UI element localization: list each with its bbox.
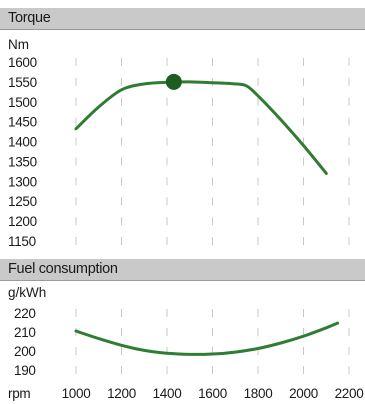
torque-section-header: Torque [0, 8, 365, 30]
x-tick-label: 1200 [107, 386, 136, 401]
fuel-y-tick-label: 210 [14, 325, 36, 340]
torque-y-tick-label: 1200 [8, 214, 37, 229]
torque-y-tick-label: 1350 [8, 154, 37, 169]
x-axis-label: rpm [8, 386, 30, 401]
x-tick-label: 2200 [335, 386, 364, 401]
torque-peak-marker [165, 73, 182, 90]
torque-curve [74, 80, 328, 175]
torque-y-tick-label: 1150 [8, 234, 36, 249]
fuel-unit-label: g/kWh [8, 285, 46, 300]
torque-y-tick-label: 1400 [8, 135, 37, 150]
torque-y-tick-label: 1300 [8, 174, 37, 189]
torque-unit-label: Nm [8, 37, 29, 52]
x-tick-label: 1000 [62, 386, 91, 401]
x-tick-label: 1600 [198, 386, 227, 401]
fuel-title: Fuel consumption [8, 261, 118, 277]
fuel-section-header: Fuel consumption [0, 259, 365, 281]
x-tick-label: 2000 [289, 386, 318, 401]
x-tick-label: 1400 [153, 386, 182, 401]
torque-y-tick-label: 1600 [8, 55, 37, 70]
fuel-curve [74, 321, 340, 356]
fuel-y-tick-label: 200 [14, 344, 36, 359]
torque-y-tick-label: 1550 [8, 75, 37, 90]
torque-y-tick-label: 1250 [8, 194, 37, 209]
x-tick-label: 1800 [244, 386, 273, 401]
torque-title: Torque [8, 10, 51, 26]
torque-y-tick-label: 1500 [8, 95, 37, 110]
torque-y-tick-label: 1450 [8, 115, 37, 130]
fuel-y-tick-label: 190 [14, 363, 36, 378]
fuel-y-tick-label: 220 [14, 306, 36, 321]
